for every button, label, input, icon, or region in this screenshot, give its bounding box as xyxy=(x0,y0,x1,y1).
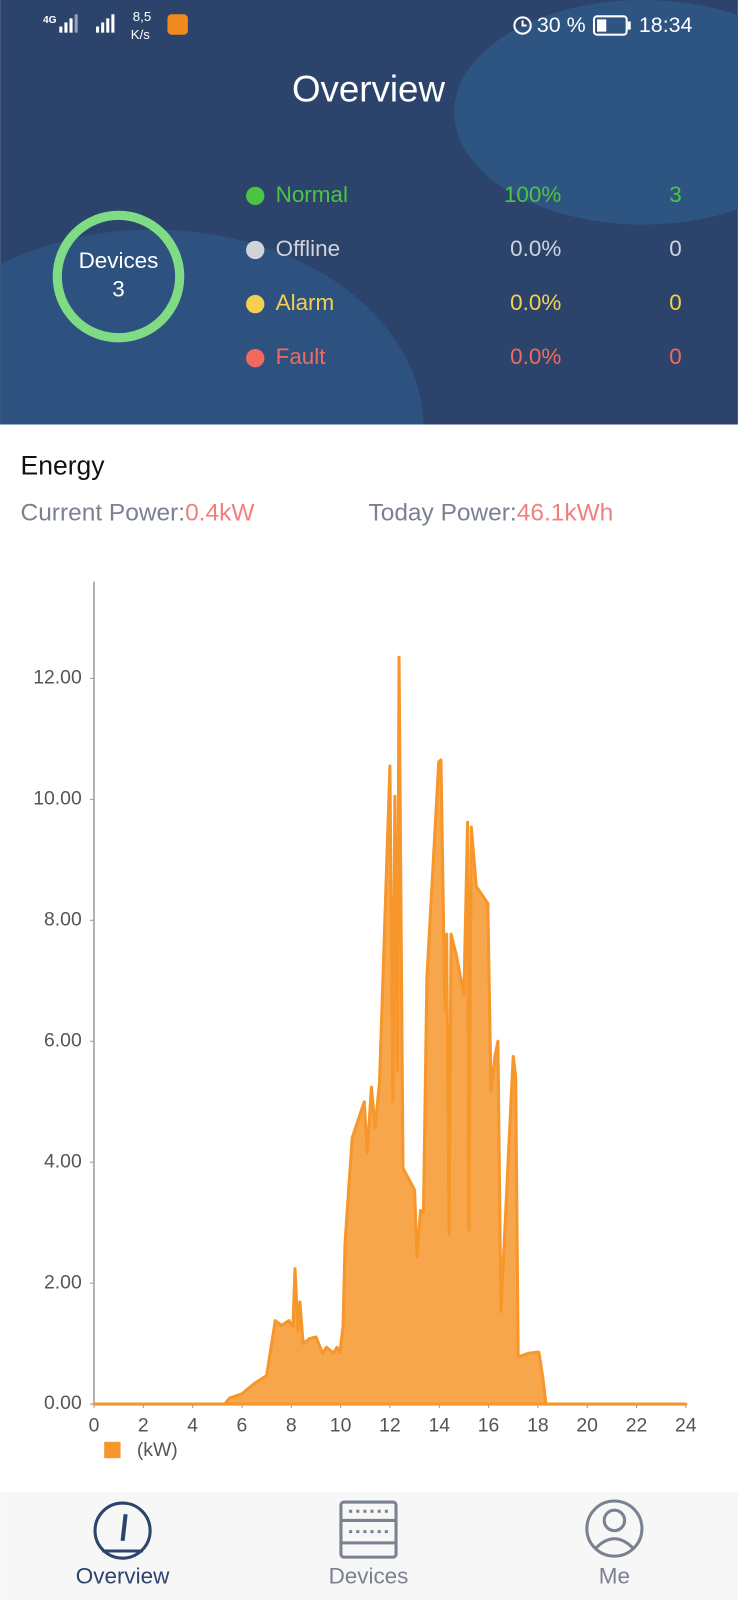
speed: 8,5 xyxy=(133,9,151,24)
battery-icon xyxy=(592,15,631,36)
nav-bar: Overview Devices Me xyxy=(76,1563,630,1588)
y-tick-label: 12.00 xyxy=(33,667,82,689)
x-tick-label: 20 xyxy=(576,1415,598,1437)
status-percent: 0.0% xyxy=(510,344,561,369)
y-tick-label: 2.00 xyxy=(44,1271,82,1293)
status-dot xyxy=(246,240,265,260)
today-power: Today Power:46.1kWh xyxy=(368,500,613,527)
status-percent: 0.0% xyxy=(510,236,561,261)
x-tick-label: 8 xyxy=(286,1415,297,1437)
x-tick-label: 4 xyxy=(187,1415,198,1437)
devices-label: Devices xyxy=(79,248,159,273)
devices-count: 3 xyxy=(112,277,124,302)
x-tick-label: 6 xyxy=(237,1415,248,1437)
status-count: 0 xyxy=(669,344,681,369)
status-list: Normal 100% 3 Offline 0.0% 0 Alarm 0.0% 0 Fault 0.… xyxy=(246,182,682,369)
status-name: Normal xyxy=(276,182,348,207)
status-count: 0 xyxy=(669,236,681,261)
x-tick-label: 18 xyxy=(527,1415,549,1437)
current-power: Current Power:0.4kW xyxy=(21,500,256,527)
nav-tab[interactable]: Devices xyxy=(329,1563,409,1588)
status-dot xyxy=(246,294,265,314)
y-tick-label: 10.00 xyxy=(33,787,82,809)
status-name: Offline xyxy=(276,236,340,261)
me-icon[interactable] xyxy=(585,1499,644,1558)
status-dot xyxy=(246,348,265,368)
x-tick-label: 24 xyxy=(675,1415,697,1437)
status-count: 0 xyxy=(669,290,681,315)
nav-tab[interactable]: Me xyxy=(599,1563,630,1588)
legend-label: (kW) xyxy=(137,1439,178,1461)
area xyxy=(92,655,688,1406)
overview-icon[interactable] xyxy=(93,1501,152,1560)
alarm-icon xyxy=(513,16,532,35)
y-tick-label: 6.00 xyxy=(44,1029,82,1051)
status-name: Alarm xyxy=(276,290,335,315)
x-tick-label: 2 xyxy=(138,1415,149,1437)
x-tick-label: 14 xyxy=(428,1415,450,1437)
signal-icons xyxy=(59,14,188,35)
y-tick-label: 4.00 xyxy=(44,1150,82,1172)
x-tick-label: 12 xyxy=(379,1415,401,1437)
status-dot xyxy=(246,186,265,206)
status-count: 3 xyxy=(669,182,681,207)
status-percent: 100% xyxy=(504,182,561,207)
devices-icon[interactable] xyxy=(339,1500,398,1559)
x-tick-label: 22 xyxy=(626,1415,648,1437)
speed-unit: K/s xyxy=(131,27,151,42)
nav-tab[interactable]: Overview xyxy=(76,1563,170,1588)
devices-ring xyxy=(52,210,185,343)
y-tick-label: 8.00 xyxy=(44,908,82,930)
energy-title: Energy xyxy=(21,450,106,480)
x-tick-label: 10 xyxy=(330,1415,352,1437)
header-decor xyxy=(0,0,738,425)
battery: 30 % xyxy=(537,13,586,37)
status-percent: 0.0% xyxy=(510,290,561,315)
legend-swatch xyxy=(104,1441,121,1459)
x-tick-label: 0 xyxy=(89,1415,100,1437)
status-name: Fault xyxy=(276,344,327,369)
network: 4G xyxy=(43,15,57,26)
y-tick-label: 0.00 xyxy=(44,1392,82,1414)
x-tick-label: 16 xyxy=(478,1415,500,1437)
time: 18:34 xyxy=(639,13,693,37)
page-title: Overview xyxy=(292,69,446,110)
